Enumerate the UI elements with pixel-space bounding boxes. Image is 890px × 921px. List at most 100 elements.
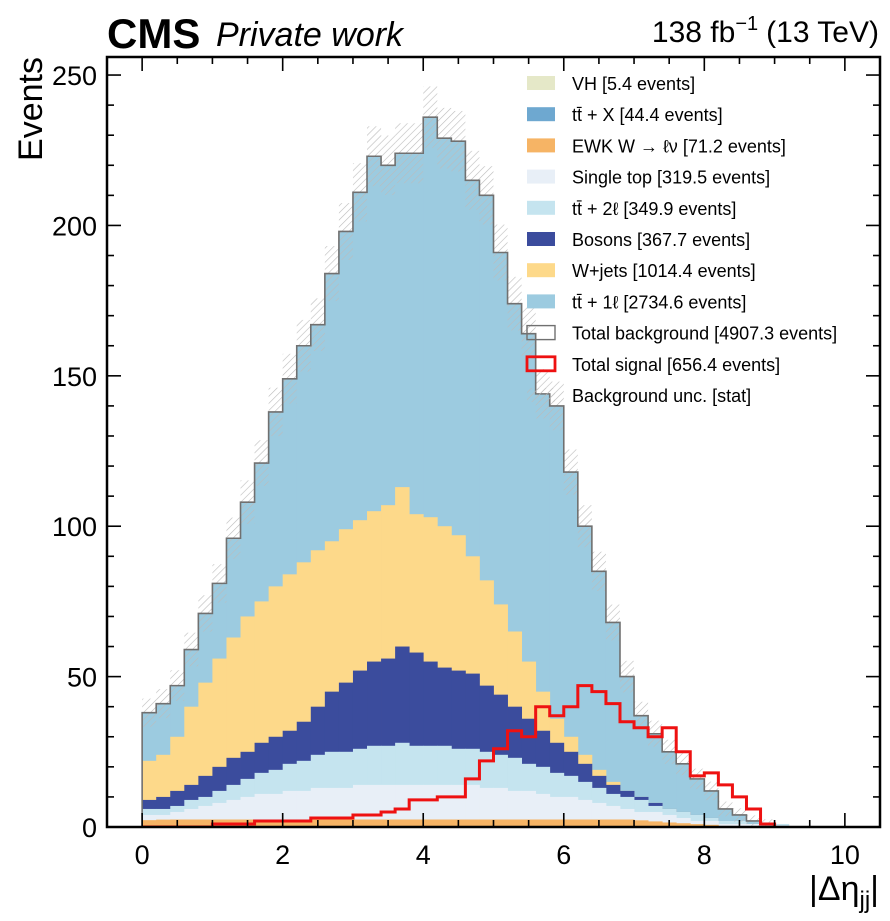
bin-bar: [605, 622, 621, 827]
legend-entry: Total signal [656.4 events]: [525, 355, 780, 375]
bin-bar: [549, 819, 565, 827]
lumi-label: 138 fb−1 (13 TeV): [652, 13, 879, 49]
legend-label: Total signal [656.4 events]: [572, 355, 780, 375]
legend-swatch: [527, 388, 555, 402]
bin-bar: [381, 784, 396, 827]
bin-bar: [704, 820, 719, 827]
bin-bar: [648, 821, 663, 827]
lumi-energy: (13 TeV): [766, 16, 879, 49]
bin-bar: [619, 676, 635, 827]
bin-bar: [690, 820, 705, 827]
bin-bar: [493, 819, 508, 827]
bin-bar: [367, 819, 382, 827]
legend-swatch: [527, 263, 555, 278]
bin-bar: [465, 784, 480, 827]
bin-bar: [465, 819, 480, 827]
legend-swatch: [527, 294, 555, 309]
bin-bar: [184, 819, 199, 827]
bin-bar: [690, 824, 705, 827]
bin-bar: [142, 820, 157, 827]
bin-bar: [437, 819, 452, 827]
bin-bar: [676, 817, 691, 827]
total-signal-line: [142, 684, 777, 827]
bin-bar: [254, 819, 270, 827]
legend-entry: tt̄ + 1ℓ [2734.6 events]: [527, 292, 746, 312]
legend-swatch: [527, 200, 555, 215]
legend-entry: EWK W → ℓν [71.2 events]: [527, 136, 786, 156]
header: CMS Private work 138 fb−1 (13 TeV): [107, 10, 879, 57]
bin-bar: [479, 787, 494, 827]
bin-bar: [198, 819, 213, 827]
x-axis-title-tail: |: [870, 870, 879, 908]
legend-entry: Single top [319.5 events]: [527, 168, 770, 188]
bin-bar: [605, 819, 621, 827]
x-tick-label: 6: [556, 840, 571, 870]
bin-bar: [282, 819, 298, 827]
bin-bar: [676, 823, 691, 827]
legend: VH [5.4 events] tt̄ + X [44.4 events] EWK …: [525, 74, 837, 406]
legend-swatch: [527, 76, 555, 90]
status-label: Private work: [216, 16, 405, 54]
bin-bar: [296, 819, 312, 827]
bin-bar: [535, 819, 551, 827]
x-tick-label: 2: [275, 840, 290, 870]
bin-bar: [507, 819, 523, 827]
bin-bar: [493, 787, 508, 827]
bin-bar: [507, 790, 523, 827]
legend-entry: VH [5.4 events]: [527, 74, 695, 94]
plot-area: [141, 86, 790, 827]
bin-bar: [395, 784, 410, 827]
bin-bar: [591, 571, 607, 827]
bin-bar: [254, 793, 270, 827]
legend-label: Background unc. [stat]: [572, 386, 751, 406]
x-tick-label: 10: [830, 840, 860, 870]
bin-bar: [662, 751, 677, 827]
bin-bar: [395, 819, 410, 827]
bin-bar: [268, 819, 284, 827]
legend-label: EWK W → ℓν [71.2 events]: [572, 136, 786, 156]
bin-bar: [156, 819, 171, 827]
lumi-exponent: −1: [735, 13, 758, 35]
y-axis-title: Events: [12, 57, 50, 161]
bin-bar: [437, 784, 452, 827]
legend-label: tt̄ + 1ℓ [2734.6 events]: [572, 292, 746, 312]
bin-bar: [451, 784, 466, 827]
legend-label: VH [5.4 events]: [572, 74, 695, 94]
legend-entry: Background unc. [stat]: [527, 386, 751, 406]
legend-entry: Bosons [367.7 events]: [527, 230, 750, 250]
legend-swatch: [527, 169, 555, 184]
legend-label: Total background [4907.3 events]: [572, 324, 837, 344]
bin-bar: [296, 790, 312, 827]
x-tick-label: 0: [135, 840, 150, 870]
legend-label: tt̄ + 2ℓ [349.9 events]: [572, 199, 736, 219]
bin-bar: [577, 819, 593, 827]
legend-swatch: [527, 138, 555, 153]
legend-swatch: [526, 324, 556, 341]
x-axis-title: |Δηjj|: [809, 870, 879, 914]
bin-bar: [352, 819, 368, 827]
bin-bar: [423, 819, 438, 827]
y-tick-label: 50: [67, 663, 97, 693]
legend-entry: Total background [4907.3 events]: [526, 324, 837, 344]
x-tick-label: 4: [416, 840, 431, 870]
legend-swatch: [525, 355, 557, 373]
bin-bar: [352, 784, 368, 827]
bin-bar: [634, 820, 649, 827]
lumi-value: 138 fb: [652, 16, 735, 49]
bin-bar: [423, 784, 438, 827]
bin-bar: [774, 823, 790, 827]
bin-bar: [521, 790, 537, 827]
x-tick-label: 8: [697, 840, 712, 870]
experiment-label: CMS: [107, 10, 200, 57]
bin-bar: [718, 823, 733, 827]
bin-bar: [676, 763, 691, 827]
y-tick-label: 100: [52, 512, 97, 542]
bin-bar: [535, 793, 551, 827]
y-tick-label: 200: [52, 211, 97, 241]
legend-label: Single top [319.5 events]: [572, 168, 770, 188]
y-tick-label: 150: [52, 362, 97, 392]
bin-bar: [324, 819, 340, 827]
legend-swatch: [527, 107, 555, 122]
bin-bar: [619, 819, 635, 827]
